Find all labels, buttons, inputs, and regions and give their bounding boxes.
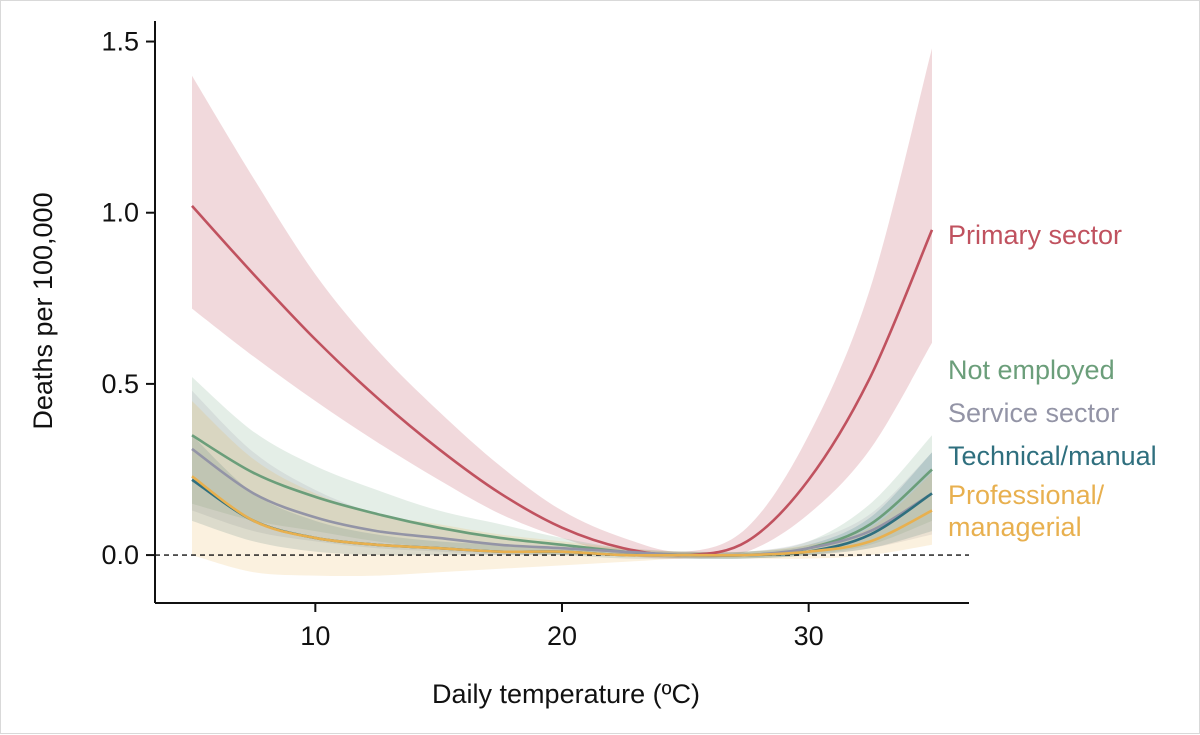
series-label-line: Technical/manual bbox=[948, 441, 1157, 471]
y-tick-label: 1.5 bbox=[101, 27, 139, 57]
y-tick-label: 0.0 bbox=[101, 540, 139, 570]
line-service-sector bbox=[191, 447, 933, 558]
x-tick-label: 20 bbox=[547, 621, 577, 651]
series-label-service-sector: Service sector bbox=[948, 398, 1119, 428]
band-service-sector bbox=[192, 390, 932, 559]
x-axis-title: Daily temperature (ºC) bbox=[432, 679, 700, 709]
x-tick-label: 30 bbox=[794, 621, 824, 651]
series-label-line: managerial bbox=[948, 512, 1082, 542]
series-label-not-employed: Not employed bbox=[948, 355, 1115, 385]
series-labels: Primary sector Not employed Service sector… bbox=[948, 220, 1157, 542]
line-primary-sector bbox=[191, 204, 934, 557]
series-lines bbox=[191, 204, 934, 558]
band-primary-sector bbox=[192, 48, 932, 559]
y-tick-label: 1.0 bbox=[101, 198, 139, 228]
line-professional-managerial bbox=[191, 475, 933, 557]
series-label-line: Professional/ bbox=[948, 480, 1105, 510]
x-tick-label: 10 bbox=[300, 621, 330, 651]
series-label-technical-manual: Technical/manual bbox=[948, 441, 1157, 471]
y-axis-title: Deaths per 100,000 bbox=[28, 192, 58, 429]
series-label-line: Not employed bbox=[948, 355, 1115, 385]
series-label-professional-managerial: Professional/managerial bbox=[948, 480, 1105, 542]
confidence-bands bbox=[192, 48, 932, 577]
series-label-primary-sector: Primary sector bbox=[948, 220, 1122, 250]
series-label-line: Primary sector bbox=[948, 220, 1122, 250]
series-label-line: Service sector bbox=[948, 398, 1119, 428]
band-technical-manual bbox=[192, 435, 932, 559]
y-tick-label: 0.5 bbox=[101, 369, 139, 399]
axes: 0.0 0.5 1.0 1.5 10 20 30 bbox=[101, 21, 969, 651]
